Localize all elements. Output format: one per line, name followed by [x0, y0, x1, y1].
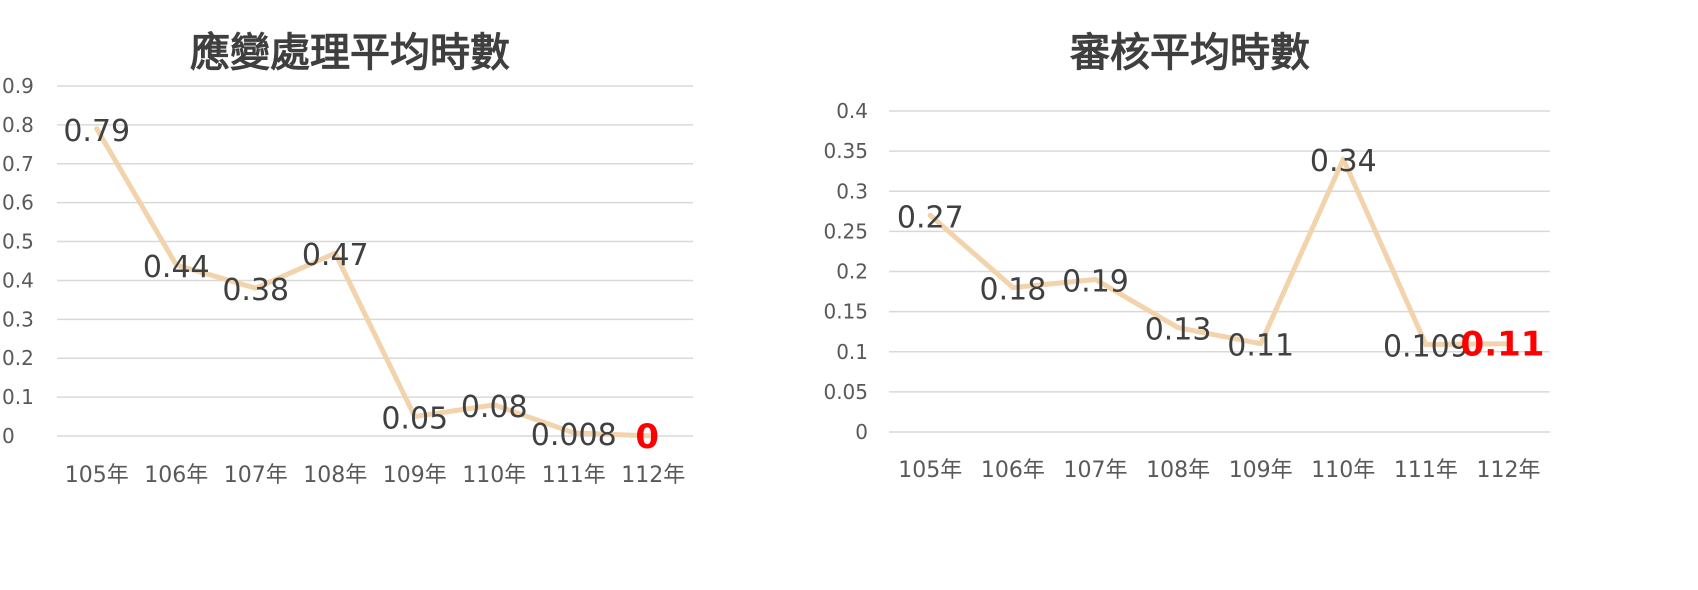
data-point [1010, 285, 1016, 291]
x-tick-label: 108年 [303, 463, 367, 488]
y-tick-label: 0.5 [2, 230, 34, 254]
data-label: 0.109 [1383, 330, 1469, 365]
x-tick-label: 112年 [1477, 458, 1541, 483]
chart-review-hours-svg: 審核平均時數 0 0.05 0.1 0.15 0.2 0.25 0.3 0.35 0.4 105年… [823, 30, 1550, 483]
data-point [927, 212, 933, 218]
data-label: 0.11 [1227, 329, 1294, 364]
x-tick-label: 109年 [1229, 458, 1293, 483]
y-tick-label: 0.4 [2, 268, 34, 292]
x-tick-label: 111年 [542, 463, 606, 488]
y-tick-label: 0.3 [836, 179, 868, 203]
data-point [1423, 342, 1429, 348]
data-label: 0.27 [897, 200, 964, 235]
y-tick-label: 0.3 [2, 307, 34, 331]
y-tick-label: 0.2 [836, 260, 868, 284]
data-label: 0.38 [222, 273, 289, 308]
y-tick-label: 0.9 [2, 74, 34, 98]
x-tick-label: 105年 [65, 463, 129, 488]
y-tick-label: 0.7 [2, 152, 34, 176]
data-point [571, 430, 577, 436]
data-label-highlight: 0 [635, 417, 659, 457]
data-label: 0.44 [143, 250, 210, 285]
data-label: 0.05 [381, 402, 448, 437]
data-point [1258, 341, 1264, 347]
chart-title: 審核平均時數 [1069, 30, 1310, 76]
chart-title: 應變處理平均時數 [190, 30, 510, 76]
x-tick-label: 110年 [462, 463, 526, 488]
data-label: 0.18 [980, 273, 1047, 308]
y-tick-label: 0.1 [2, 385, 34, 409]
data-label: 0.34 [1310, 144, 1377, 179]
data-point [412, 414, 418, 420]
y-tick-label: 0.4 [836, 99, 868, 123]
x-tick-label: 109年 [383, 463, 447, 488]
chart-response-hours: 應變處理平均時數 0 0.1 0.2 0.3 0.4 0.5 0.6 0.7 0.8 0.9 105… [0, 0, 760, 590]
data-point [650, 433, 656, 439]
data-point [491, 402, 497, 408]
data-point [94, 126, 100, 132]
x-tick-label: 112年 [621, 463, 685, 488]
data-point [253, 285, 259, 291]
x-tick-label: 106年 [144, 463, 208, 488]
data-point [1340, 156, 1346, 162]
x-tick-label: 106年 [981, 458, 1045, 483]
data-point [1175, 325, 1181, 331]
y-tick-label: 0.1 [836, 340, 868, 364]
x-tick-label: 108年 [1146, 458, 1210, 483]
data-point [173, 262, 179, 268]
x-tick-label: 105年 [898, 458, 962, 483]
y-tick-label: 0.8 [2, 113, 34, 137]
data-point [1093, 277, 1098, 283]
data-label-highlight: 0.11 [1461, 325, 1545, 365]
data-label: 0.19 [1062, 265, 1129, 300]
y-tick-label: 0.15 [823, 300, 868, 324]
series-line [94, 126, 656, 439]
chart-review-hours: 審核平均時數 0 0.05 0.1 0.15 0.2 0.25 0.3 0.35 0.4 105年… [823, 0, 1698, 590]
y-tick-label: 0.6 [2, 191, 34, 215]
y-tick-label: 0.25 [823, 219, 868, 243]
y-tick-label: 0 [2, 424, 15, 448]
y-tick-label: 0.05 [823, 380, 868, 404]
data-label: 0.08 [461, 390, 528, 425]
y-tick-label: 0.35 [823, 139, 868, 163]
data-label: 0.47 [302, 238, 369, 273]
x-tick-label: 110年 [1311, 458, 1375, 483]
series-line [927, 156, 1511, 348]
y-tick-label: 0 [855, 420, 868, 444]
data-label: 0.008 [531, 418, 617, 453]
chart-response-hours-svg: 應變處理平均時數 0 0.1 0.2 0.3 0.4 0.5 0.6 0.7 0.8 0.9 105… [2, 30, 693, 488]
x-tick-label: 107年 [1064, 458, 1128, 483]
data-label: 0.79 [63, 114, 130, 149]
x-tick-label: 107年 [224, 463, 288, 488]
y-tick-label: 0.2 [2, 346, 34, 370]
x-tick-label: 111年 [1394, 458, 1458, 483]
data-point [1506, 341, 1511, 347]
data-point [332, 250, 338, 256]
data-label: 0.13 [1145, 313, 1212, 348]
